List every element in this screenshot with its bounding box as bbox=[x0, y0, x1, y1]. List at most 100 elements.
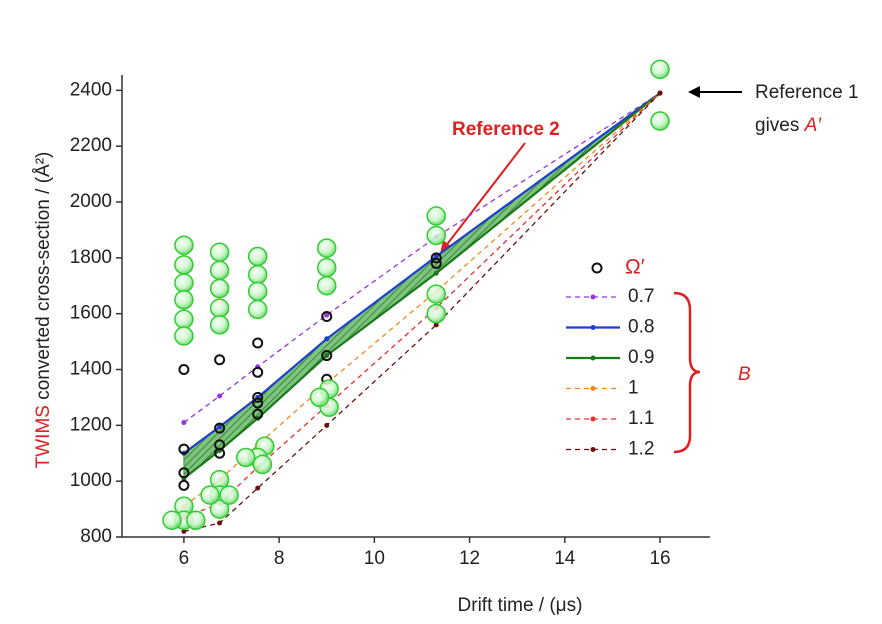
y-tick-label: 1000 bbox=[70, 470, 112, 491]
x-tick-label: 6 bbox=[179, 548, 190, 569]
point bbox=[217, 520, 223, 526]
y-axis-title-prefix: TWIMS bbox=[33, 405, 54, 468]
x-tick-label: 10 bbox=[364, 548, 385, 569]
y-axis-title: TWIMS converted cross-section / (Å²) bbox=[33, 152, 54, 469]
cluster-ball bbox=[174, 273, 194, 293]
omega-point bbox=[252, 397, 264, 409]
reference-2-label: Reference 2 bbox=[452, 119, 560, 140]
legend-label: 1.1 bbox=[628, 408, 654, 429]
cluster-ball bbox=[426, 303, 446, 324]
legend-dot bbox=[590, 294, 596, 300]
reference-1-symbol: A′ bbox=[804, 115, 823, 136]
cluster-ball bbox=[650, 59, 670, 80]
x-tick-label: 14 bbox=[554, 548, 576, 569]
brace-label: B bbox=[738, 364, 751, 385]
reference-1-label-2: gives A′ bbox=[755, 115, 822, 136]
omega-point bbox=[178, 467, 190, 479]
y-axis-title-main: converted cross-section / (Å²) bbox=[33, 152, 54, 405]
series-line bbox=[183, 92, 661, 424]
legend-dot bbox=[590, 325, 596, 330]
cluster-ball bbox=[186, 510, 206, 531]
cluster-ball bbox=[236, 447, 256, 468]
cluster-ball bbox=[426, 225, 446, 246]
cluster-ball bbox=[209, 315, 230, 335]
y-tick-label: 2200 bbox=[70, 135, 112, 156]
reference-2-arrow bbox=[444, 142, 526, 248]
cluster-ball bbox=[426, 284, 446, 304]
cluster-ball bbox=[209, 260, 230, 281]
cluster-ball bbox=[247, 281, 268, 302]
series-line bbox=[183, 92, 661, 455]
cluster-ball bbox=[174, 235, 194, 256]
omega-point bbox=[430, 252, 442, 264]
point bbox=[217, 424, 223, 430]
legend-label: 1.2 bbox=[628, 439, 654, 460]
omega-point bbox=[252, 366, 264, 378]
legend-label: 0.8 bbox=[628, 317, 654, 338]
omega-point bbox=[214, 447, 226, 459]
point bbox=[255, 485, 261, 491]
cluster-ball bbox=[426, 206, 446, 226]
point bbox=[433, 322, 439, 328]
y-tick-label: 2000 bbox=[70, 191, 112, 212]
y-tick-label: 2400 bbox=[70, 79, 112, 100]
cluster-ball bbox=[247, 299, 268, 320]
cluster-ball bbox=[209, 298, 230, 318]
cluster-ball bbox=[247, 264, 268, 285]
point bbox=[217, 393, 223, 399]
cluster-ball bbox=[316, 276, 337, 296]
omega-point bbox=[321, 350, 333, 362]
reference-1-arrowhead bbox=[688, 86, 700, 98]
x-tick-label: 8 bbox=[274, 548, 285, 569]
point bbox=[324, 336, 330, 342]
x-tick-label: 16 bbox=[649, 548, 670, 569]
reference-1-label: Reference 1 bbox=[755, 82, 859, 103]
omega-point bbox=[252, 408, 264, 420]
legend-label: 1 bbox=[628, 378, 639, 399]
cluster-ball bbox=[200, 485, 220, 505]
cluster-ball bbox=[247, 246, 268, 267]
omega-point bbox=[178, 479, 190, 491]
cluster-ball bbox=[316, 257, 337, 278]
legend-label: 0.7 bbox=[628, 286, 654, 307]
legend-dot bbox=[590, 386, 596, 391]
series-line bbox=[183, 92, 661, 480]
cluster-ball bbox=[209, 499, 230, 519]
cluster-ball bbox=[252, 454, 273, 475]
point bbox=[433, 253, 439, 259]
x-axis-title: Drift time / (μs) bbox=[458, 595, 583, 616]
y-tick-label: 1600 bbox=[70, 303, 112, 324]
cluster-ball bbox=[309, 387, 330, 408]
cluster-ball bbox=[174, 326, 194, 346]
legend-label: 0.9 bbox=[628, 347, 654, 368]
reference-1-text: gives bbox=[755, 115, 805, 136]
omega-point bbox=[252, 391, 264, 403]
omega-point bbox=[214, 354, 226, 366]
y-tick-label: 1200 bbox=[70, 414, 112, 435]
point bbox=[324, 353, 330, 359]
omega-point bbox=[214, 422, 226, 434]
cluster-ball bbox=[219, 485, 239, 505]
y-tick-label: 1400 bbox=[70, 359, 112, 380]
cluster-ball bbox=[174, 255, 194, 275]
y-tick-label: 800 bbox=[80, 526, 112, 547]
point bbox=[181, 528, 187, 534]
point bbox=[324, 312, 330, 318]
omega-point bbox=[178, 443, 190, 455]
legend-dot bbox=[590, 447, 596, 452]
cluster-ball bbox=[162, 510, 182, 531]
point bbox=[181, 420, 187, 426]
cluster-ball bbox=[174, 289, 194, 310]
cluster-ball bbox=[316, 238, 337, 258]
legend-marker bbox=[591, 262, 603, 274]
point bbox=[433, 270, 439, 276]
omega-point bbox=[430, 257, 442, 269]
x-tick-label: 12 bbox=[459, 548, 480, 569]
y-tick-label: 1800 bbox=[70, 247, 112, 268]
omega-point bbox=[252, 337, 264, 349]
legend-dot bbox=[590, 355, 596, 361]
legend-brace bbox=[673, 291, 701, 454]
cluster-ball bbox=[209, 242, 230, 263]
point bbox=[324, 422, 330, 428]
